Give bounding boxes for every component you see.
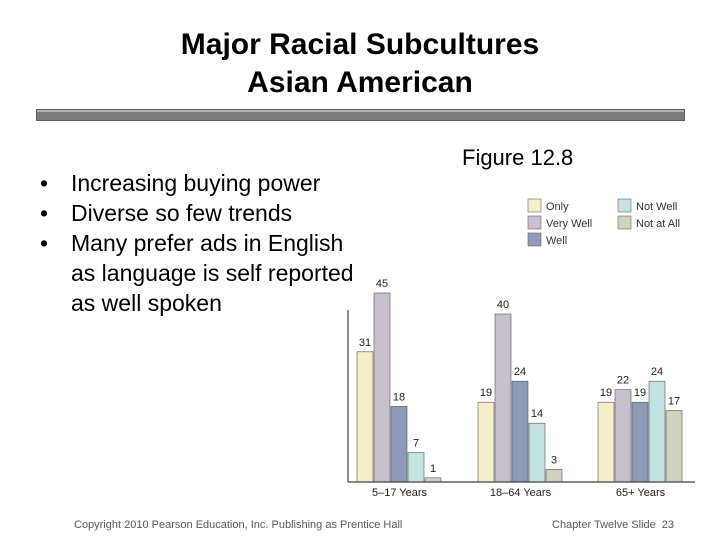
bar-not-well-5-17-years	[407, 452, 425, 483]
data-label: 31	[359, 337, 371, 349]
legend-label-not-well: Not Well	[636, 201, 677, 213]
bar-not-well-18-64-years	[528, 422, 546, 483]
legend-swatch-very-well	[527, 215, 542, 230]
bar-not-at-all-65-years	[665, 410, 683, 483]
title-line-1: Major Racial Subcultures	[180, 28, 540, 61]
data-label: 14	[531, 408, 543, 420]
legend-swatch-only	[527, 198, 542, 213]
bar-well-18-64-years	[511, 380, 529, 483]
bar-well-65-years	[631, 401, 649, 483]
legend-label-only: Only	[546, 201, 569, 213]
x-tick-label: 18–64 Years	[490, 487, 552, 499]
bar-very-well-5-17-years	[373, 292, 391, 483]
figure-label: Figure 12.8	[462, 145, 574, 170]
bar-well-5-17-years	[390, 406, 408, 483]
x-tick-label: 65+ Years	[616, 487, 666, 499]
data-label: 24	[651, 366, 663, 378]
data-label: 45	[376, 278, 388, 290]
data-label: 3	[551, 454, 557, 466]
slide-number: 23	[661, 519, 674, 531]
data-label: 17	[668, 396, 680, 408]
bar-not-at-all-18-64-years	[545, 469, 563, 483]
legend-swatch-not-at-all	[617, 215, 632, 230]
bar-only-18-64-years	[477, 401, 495, 483]
legend-label-well: Well	[546, 235, 567, 247]
legend-label-not-at-all: Not at All	[636, 218, 680, 230]
copyright-footer: Copyright 2010 Pearson Education, Inc. P…	[74, 519, 403, 531]
title-line-2: Asian American	[247, 66, 473, 99]
bar-not-well-65-years	[648, 380, 666, 483]
data-label: 40	[497, 299, 509, 311]
data-label: 19	[600, 387, 612, 399]
bullet-item: Increasing buying power	[40, 168, 360, 198]
chapter-label: Chapter Twelve Slide	[552, 519, 656, 531]
x-tick-label: 5–17 Years	[372, 487, 428, 499]
bar-very-well-65-years	[614, 389, 632, 483]
legend-swatch-not-well	[617, 198, 632, 213]
bar-only-65-years	[597, 401, 615, 483]
bar-very-well-18-64-years	[494, 313, 512, 483]
data-label: 19	[480, 387, 492, 399]
bullet-item: Many prefer ads in English as language i…	[40, 228, 360, 318]
data-label: 1	[430, 463, 436, 475]
bullet-item: Diverse so few trends	[40, 198, 360, 228]
data-label: 24	[514, 366, 526, 378]
legend-swatch-well	[527, 232, 542, 247]
legend-label-very-well: Very Well	[546, 218, 592, 230]
title-divider	[36, 109, 685, 121]
bar-not-at-all-5-17-years	[424, 477, 442, 483]
slide-footer: Chapter Twelve Slide 23	[552, 519, 674, 531]
data-label: 19	[634, 387, 646, 399]
data-label: 22	[617, 375, 629, 387]
data-label: 7	[413, 438, 419, 450]
bar-only-5-17-years	[356, 351, 374, 483]
data-label: 18	[393, 391, 405, 403]
slide-title: Major Racial Subcultures Asian American	[0, 26, 720, 102]
bullet-list: Increasing buying power Diverse so few t…	[40, 168, 360, 318]
